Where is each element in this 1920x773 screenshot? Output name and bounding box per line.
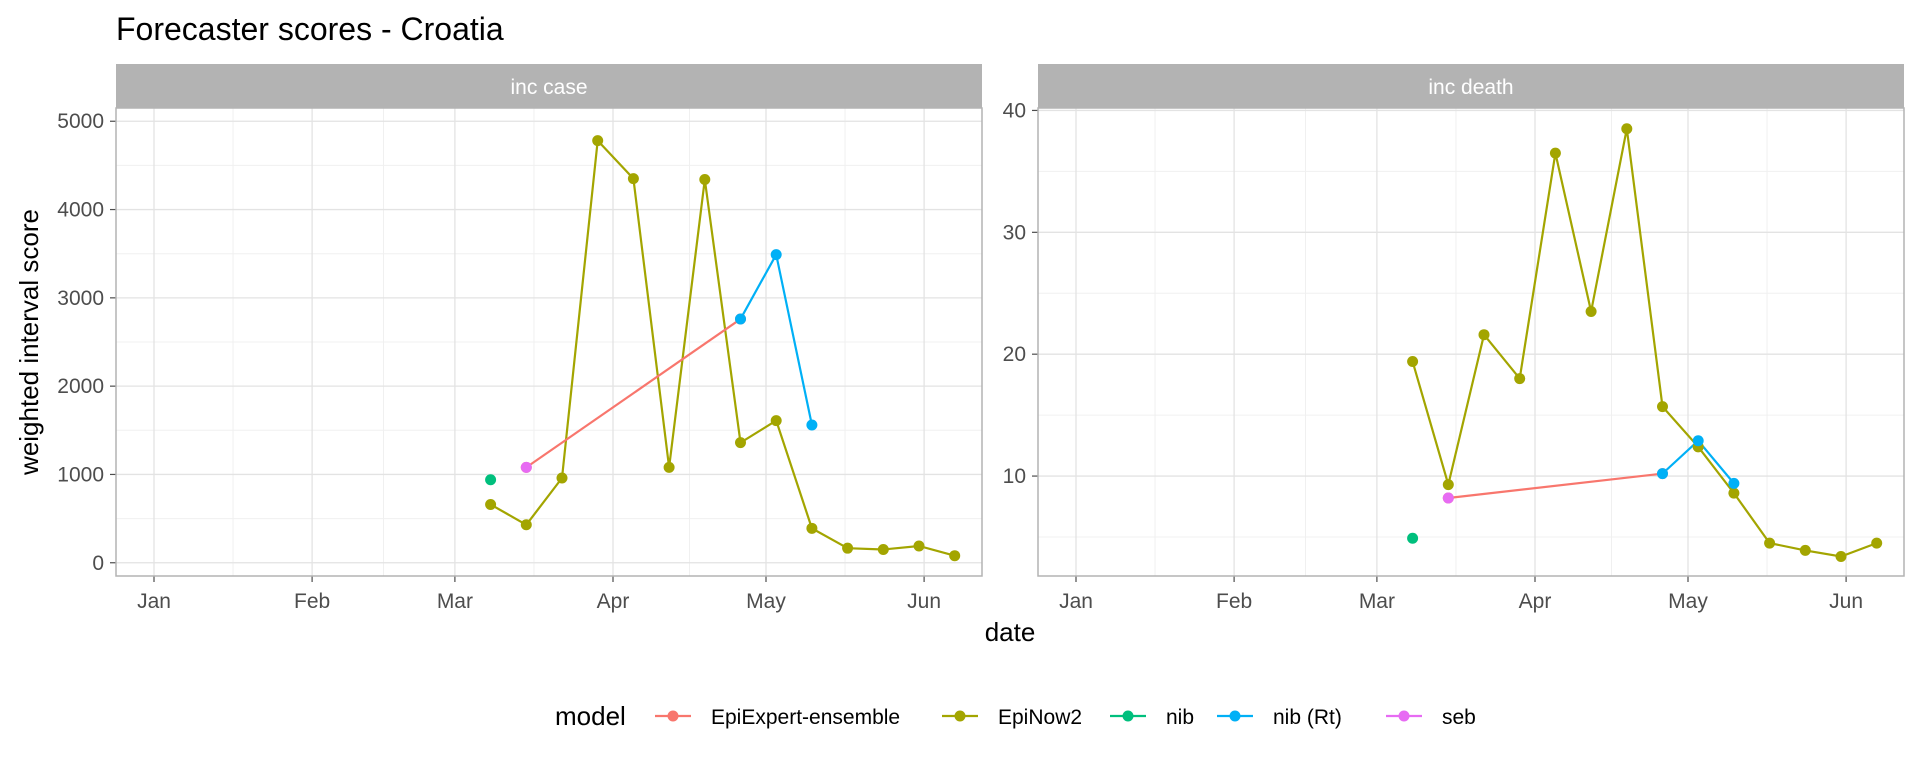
panel-1-point-epinow2 [913,540,925,552]
panel-1-x-tick-label: May [746,590,786,613]
panel-2-point-epinow2 [1764,537,1776,549]
panel-2-y-tick-label: 30 [1003,221,1026,244]
panel-1-x-tick-label: Jun [907,590,941,613]
panel-2-x-tick-label: Jun [1829,590,1863,613]
panel-1-strip [116,64,982,108]
panel-1-y-tick-label: 5000 [57,110,104,133]
panel-1-point-nib-rt- [806,419,818,431]
panel-1-x-tick-label: Feb [294,590,330,613]
panel-2-point-epinow2 [1728,487,1740,499]
panel-2-point-epinow2 [1478,329,1490,341]
panel-2-point-nib-rt- [1692,435,1704,447]
legend-title: model [555,701,626,731]
panel-1-x-tick-label: Apr [597,590,630,613]
legend-label-epinow2: EpiNow2 [998,706,1082,729]
panel-1-point-seb [520,461,532,473]
panel-1-strip-label: inc case [510,76,587,99]
panel-2-point-epinow2 [1835,551,1847,562]
panel-1-point-epinow2 [556,472,568,484]
panel-2-point-nib-rt- [1657,468,1668,480]
panel-2-point-epinow2 [1514,373,1526,385]
panel-2-point-epinow2 [1799,544,1811,556]
panel-1-point-nib-rt- [735,313,746,325]
panel-2-line-epiexpert-ensemble [1448,472,1663,500]
x-axis-label: date [985,617,1036,647]
panel-1-point-nib-rt- [770,249,782,261]
panel-1-y-tick-label: 4000 [57,199,104,222]
panel-2-point-epinow2 [1621,123,1633,135]
panel-1-y-tick-label: 2000 [57,375,104,398]
panel-1-point-epinow2 [663,461,675,473]
panel-2-point-epinow2 [1871,537,1883,549]
panel-2-point-epinow2 [1442,479,1454,491]
panel-2-x-tick-label: Feb [1216,590,1252,613]
panel-2-point-epinow2 [1657,401,1668,413]
panel-1-x-tick-label: Jan [137,590,171,613]
y-axis-label: weighted interval score [14,209,44,476]
panel-2-point-nib-rt- [1728,477,1740,489]
panel-1-line-nib-rt- [739,251,813,426]
panel-1-point-epinow2 [770,415,782,427]
panel-1-border [115,107,983,577]
panel-2-point-epinow2 [1407,356,1419,367]
panel-1-y-tick-label: 1000 [57,463,104,486]
panel-1-y-tick-label: 3000 [57,287,104,310]
chart-title: Forecaster scores - Croatia [116,11,504,47]
panel-1-point-epinow2 [699,174,711,186]
panel-1-line-epinow2 [490,138,955,557]
panel-2-strip [1038,64,1904,108]
legend-key-point-epinow2 [954,710,966,722]
panel-2-point-epinow2 [1585,306,1597,318]
legend-label-epiexpert-ensemble: EpiExpert-ensemble [711,706,900,729]
panel-1-point-epinow2 [627,173,639,185]
panel-1-point-epinow2 [949,550,961,562]
panel-2-point-nib [1407,532,1419,544]
panel-2-x-tick-label: Apr [1519,590,1552,613]
panel-1-point-epinow2 [735,437,746,449]
panel-1-point-nib [485,474,497,486]
panel-1-point-epinow2 [806,522,818,534]
panel-1-x-tick-label: Mar [437,590,473,613]
panel-2-y-tick-label: 10 [1003,465,1026,488]
panel-2-point-seb [1442,492,1454,504]
panel-1-point-epinow2 [842,542,854,554]
legend-label-nib-rt-: nib (Rt) [1273,706,1342,729]
legend-key-point-epiexpert-ensemble [667,710,679,722]
legend-key-point-seb [1398,710,1410,722]
legend-key-point-nib-rt- [1229,710,1241,722]
legend-key-point-nib [1122,710,1134,722]
panel-2-x-tick-label: Jan [1059,590,1093,613]
panel-2-x-tick-label: May [1668,590,1708,613]
panel-1-point-epinow2 [520,519,532,531]
panel-2-y-tick-label: 20 [1003,343,1026,366]
panel-2-x-tick-label: Mar [1359,590,1395,613]
panel-2-y-tick-label: 40 [1003,99,1026,122]
panel-1-point-epinow2 [485,498,497,510]
panel-2-strip-label: inc death [1428,76,1513,99]
panel-2-border [1037,107,1905,577]
legend-label-seb: seb [1442,706,1476,729]
panel-2-line-epinow2 [1411,128,1878,558]
panel-1-y-tick-label: 0 [92,552,104,575]
panel-1-point-epinow2 [877,544,889,556]
legend-label-nib: nib [1166,706,1194,729]
panel-1-line-epiexpert-ensemble [525,318,742,469]
panel-2-point-epinow2 [1549,147,1561,159]
panel-1-point-epinow2 [592,135,604,147]
